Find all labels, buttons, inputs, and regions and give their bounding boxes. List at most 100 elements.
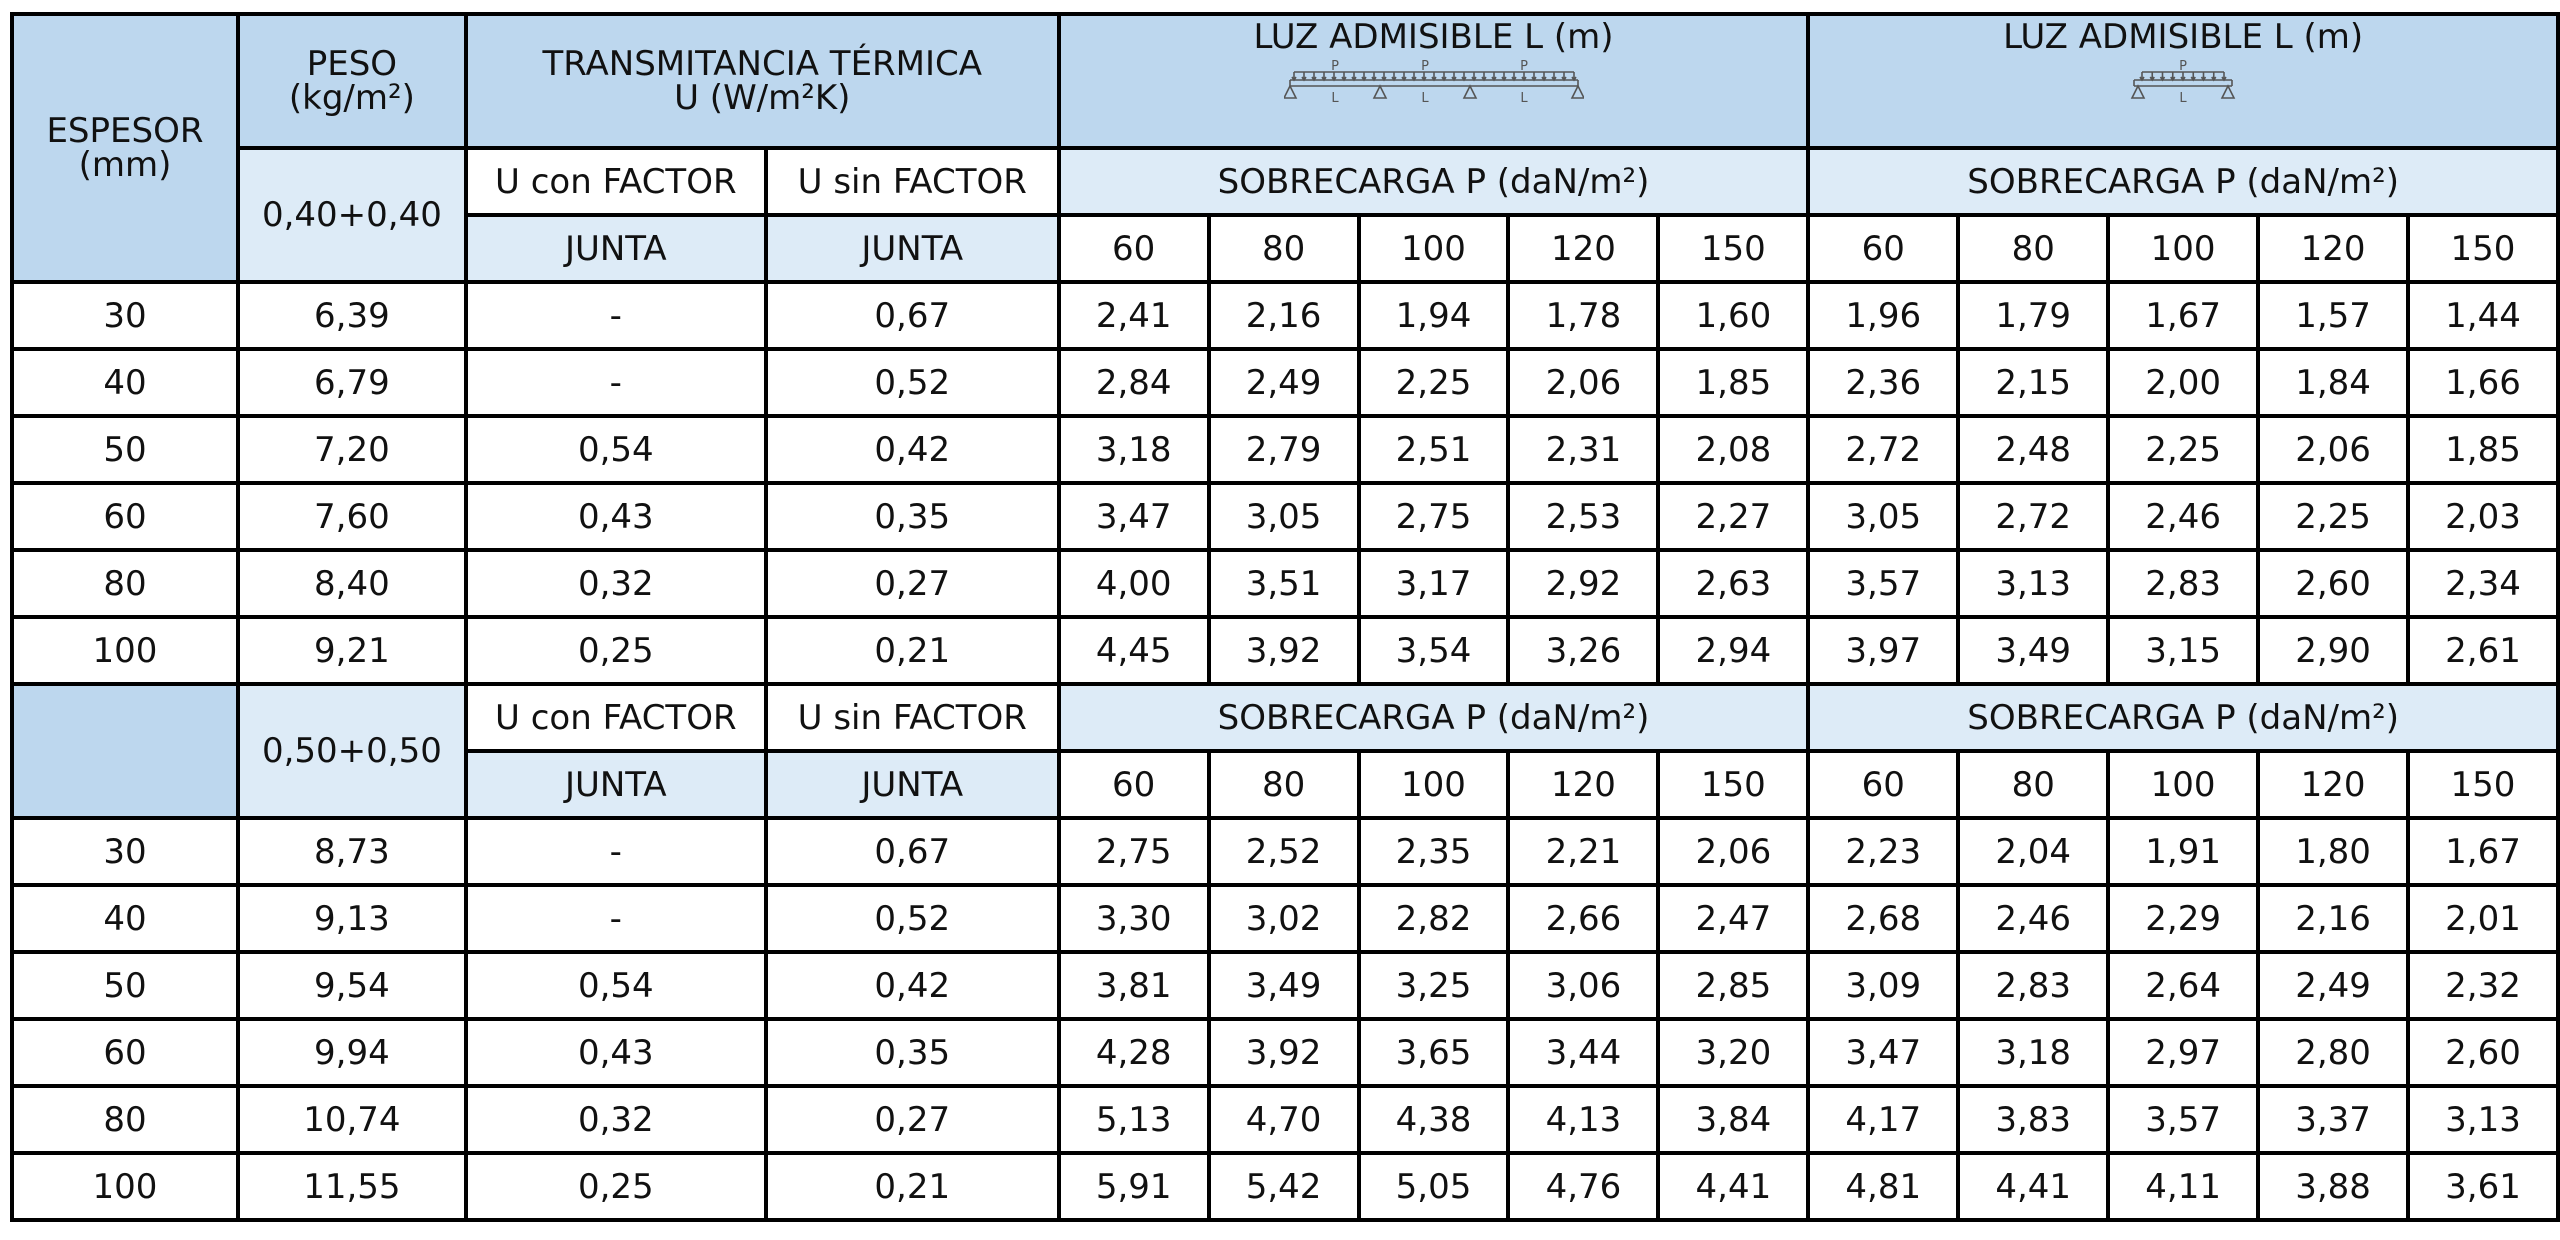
peso-gauge-label: 0,40+0,40 — [235, 146, 468, 284]
span-value-cell: 4,76 — [1506, 1151, 1661, 1222]
span-value-cell: 1,91 — [2106, 816, 2261, 887]
span-value-cell: 3,65 — [1356, 1017, 1511, 1088]
u-sin-factor-header-line2: JUNTA — [763, 213, 1061, 284]
span-value-cell: 2,72 — [1806, 414, 1961, 485]
espesor-cell: 30 — [10, 280, 240, 351]
u-sin-factor-cell: 0,21 — [763, 615, 1061, 686]
span-value-cell: 2,66 — [1506, 883, 1661, 954]
span-value-cell: 1,80 — [2256, 816, 2410, 887]
multispan-load-label: P — [1331, 59, 1339, 74]
table-row: 80 8,40 0,32 0,27 4,00 3,51 3,17 2,92 2,63 3,57 3,… — [10, 548, 2560, 619]
u-con-factor-cell: 0,25 — [463, 615, 768, 686]
span-value-cell: 2,97 — [2106, 1017, 2261, 1088]
span-value-cell: 4,70 — [1206, 1084, 1361, 1155]
span-value-cell: 2,48 — [1956, 414, 2111, 485]
load-singlespan-header: 80 — [1956, 749, 2111, 820]
u-sin-factor-cell: 0,67 — [763, 280, 1061, 351]
multispan-beam-diagram: P P P L L L — [1283, 59, 1584, 106]
table-row: 40 9,13-0,52 3,30 3,02 2,82 2,66 2,47 2,68 2,46 2… — [10, 883, 2560, 954]
span-value-cell: 3,47 — [1056, 481, 1211, 552]
espesor-cell: 40 — [10, 347, 240, 418]
table-row: 40 6,79-0,52 2,84 2,49 2,25 2,06 1,85 2,36 2,15 2… — [10, 347, 2560, 418]
span-value-cell: 3,88 — [2256, 1151, 2410, 1222]
u-con-factor-cell: 0,54 — [463, 414, 768, 485]
espesor-cell: 50 — [10, 950, 240, 1021]
span-value-cell: 1,67 — [2106, 280, 2261, 351]
span-value-cell: 2,16 — [2256, 883, 2410, 954]
u-con-factor-cell: 0,25 — [463, 1151, 768, 1222]
espesor-blank-cell — [10, 682, 240, 820]
span-value-cell: 1,85 — [2406, 414, 2560, 485]
span-value-cell: 3,20 — [1656, 1017, 1811, 1088]
span-value-cell: 2,51 — [1356, 414, 1511, 485]
span-value-cell: 4,38 — [1356, 1084, 1511, 1155]
span-value-cell: 1,85 — [1656, 347, 1811, 418]
span-value-cell: 2,61 — [2406, 615, 2560, 686]
peso-cell: 9,94 — [235, 1017, 468, 1088]
u-con-factor-cell: 0,43 — [463, 481, 768, 552]
span-value-cell: 2,85 — [1656, 950, 1811, 1021]
span-value-cell: 2,83 — [1956, 950, 2111, 1021]
load-singlespan-header: 100 — [2106, 213, 2261, 284]
peso-cell: 6,39 — [235, 280, 468, 351]
span-value-cell: 2,41 — [1056, 280, 1211, 351]
span-value-cell: 2,92 — [1506, 548, 1661, 619]
u-sin-factor-header: U sin FACTOR — [763, 682, 1061, 753]
load-multispan-header: 80 — [1206, 213, 1361, 284]
espesor-cell: 80 — [10, 548, 240, 619]
load-multispan-header: 60 — [1056, 213, 1211, 284]
span-value-cell: 2,83 — [2106, 548, 2261, 619]
multispan-span-label: L — [1520, 91, 1528, 106]
espesor-cell: 80 — [10, 1084, 240, 1155]
section-loads-row: JUNTA JUNTA 60 80 100 120 150 60 80 100 120 150 — [12, 749, 2560, 820]
span-value-cell: 2,75 — [1356, 481, 1511, 552]
span-value-cell: 3,15 — [2106, 615, 2261, 686]
u-con-factor-cell: 0,43 — [463, 1017, 768, 1088]
multispan-span-label: L — [1421, 91, 1429, 106]
singlespan-load-label: P — [2179, 59, 2187, 74]
load-singlespan-header: 120 — [2256, 213, 2410, 284]
transmitancia-header-line1: TRANSMITANCIA TÉRMICA — [542, 44, 983, 84]
load-singlespan-header: 60 — [1806, 749, 1961, 820]
u-con-factor-cell: 0,32 — [463, 548, 768, 619]
span-value-cell: 2,49 — [2256, 950, 2410, 1021]
span-value-cell: 4,13 — [1506, 1084, 1661, 1155]
load-singlespan-header: 150 — [2406, 213, 2560, 284]
luz-admisible-singlespan-header: LUZ ADMISIBLE L (m) P L — [1806, 12, 2560, 150]
span-value-cell: 2,32 — [2406, 950, 2560, 1021]
table-row: 50 9,54 0,54 0,42 3,81 3,49 3,25 3,06 2,85 3,09 2,… — [10, 950, 2560, 1021]
load-multispan-header: 100 — [1356, 749, 1511, 820]
peso-cell: 9,13 — [235, 883, 468, 954]
span-value-cell: 2,23 — [1806, 816, 1961, 887]
multispan-load-label: P — [1520, 59, 1528, 74]
span-value-cell: 4,28 — [1056, 1017, 1211, 1088]
span-value-cell: 2,15 — [1956, 347, 2111, 418]
span-value-cell: 3,06 — [1506, 950, 1661, 1021]
span-value-cell: 4,41 — [1956, 1151, 2111, 1222]
load-multispan-header: 80 — [1206, 749, 1361, 820]
span-value-cell: 2,34 — [2406, 548, 2560, 619]
load-multispan-header: 120 — [1506, 749, 1661, 820]
peso-cell: 10,74 — [235, 1084, 468, 1155]
span-value-cell: 3,81 — [1056, 950, 1211, 1021]
span-value-cell: 3,02 — [1206, 883, 1361, 954]
span-value-cell: 3,97 — [1806, 615, 1961, 686]
span-value-cell: 4,41 — [1656, 1151, 1811, 1222]
span-value-cell: 1,44 — [2406, 280, 2560, 351]
span-value-cell: 3,25 — [1356, 950, 1511, 1021]
span-value-cell: 3,49 — [1206, 950, 1361, 1021]
span-value-cell: 4,11 — [2106, 1151, 2261, 1222]
span-value-cell: 2,25 — [2256, 481, 2410, 552]
sobrecarga-multispan-header: SOBRECARGA P (daN/m²) — [1056, 146, 1811, 217]
load-multispan-header: 150 — [1656, 749, 1811, 820]
span-value-cell: 2,16 — [1206, 280, 1361, 351]
span-value-cell: 2,90 — [2256, 615, 2410, 686]
span-value-cell: 2,25 — [1356, 347, 1511, 418]
span-value-cell: 1,66 — [2406, 347, 2560, 418]
u-con-factor-cell: - — [463, 883, 768, 954]
span-value-cell: 2,84 — [1056, 347, 1211, 418]
span-value-cell: 2,01 — [2406, 883, 2560, 954]
espesor-cell: 60 — [10, 1017, 240, 1088]
span-value-cell: 2,29 — [2106, 883, 2261, 954]
span-value-cell: 1,79 — [1956, 280, 2111, 351]
